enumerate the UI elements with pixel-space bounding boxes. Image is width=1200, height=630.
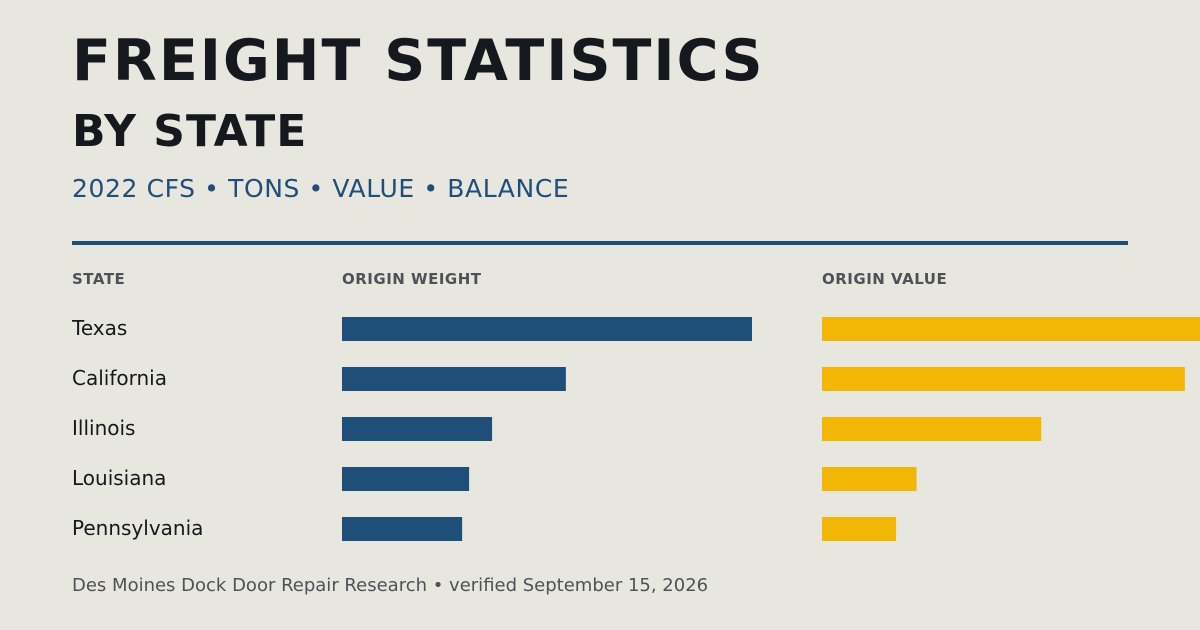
chart-title: FREIGHT STATISTICS <box>72 28 765 94</box>
value-bar-pennsylvania <box>822 517 897 541</box>
state-label-pennsylvania: Pennsylvania <box>72 516 203 540</box>
column-header-state: STATE <box>72 270 126 288</box>
value-bar-illinois <box>822 417 1042 441</box>
weight-bar-texas <box>342 317 752 341</box>
column-header-origin-value: ORIGIN VALUE <box>822 270 948 288</box>
value-bar-louisiana <box>822 467 917 491</box>
footer-credit: Des Moines Dock Door Repair Research • v… <box>72 575 709 596</box>
state-label-louisiana: Louisiana <box>72 466 166 490</box>
value-bar-california <box>822 367 1185 391</box>
weight-bar-california <box>342 367 566 391</box>
weight-bar-pennsylvania <box>342 517 463 541</box>
state-label-california: California <box>72 366 167 390</box>
column-header-origin-weight: ORIGIN WEIGHT <box>342 270 482 288</box>
value-bar-texas <box>822 317 1200 341</box>
chart-tagline: 2022 CFS • TONS • VALUE • BALANCE <box>72 174 570 203</box>
state-label-illinois: Illinois <box>72 416 135 440</box>
chart-subtitle: BY STATE <box>72 106 308 157</box>
state-label-texas: Texas <box>71 316 127 340</box>
weight-bar-illinois <box>342 417 493 441</box>
weight-bar-louisiana <box>342 467 470 491</box>
divider-rule <box>72 241 1128 245</box>
